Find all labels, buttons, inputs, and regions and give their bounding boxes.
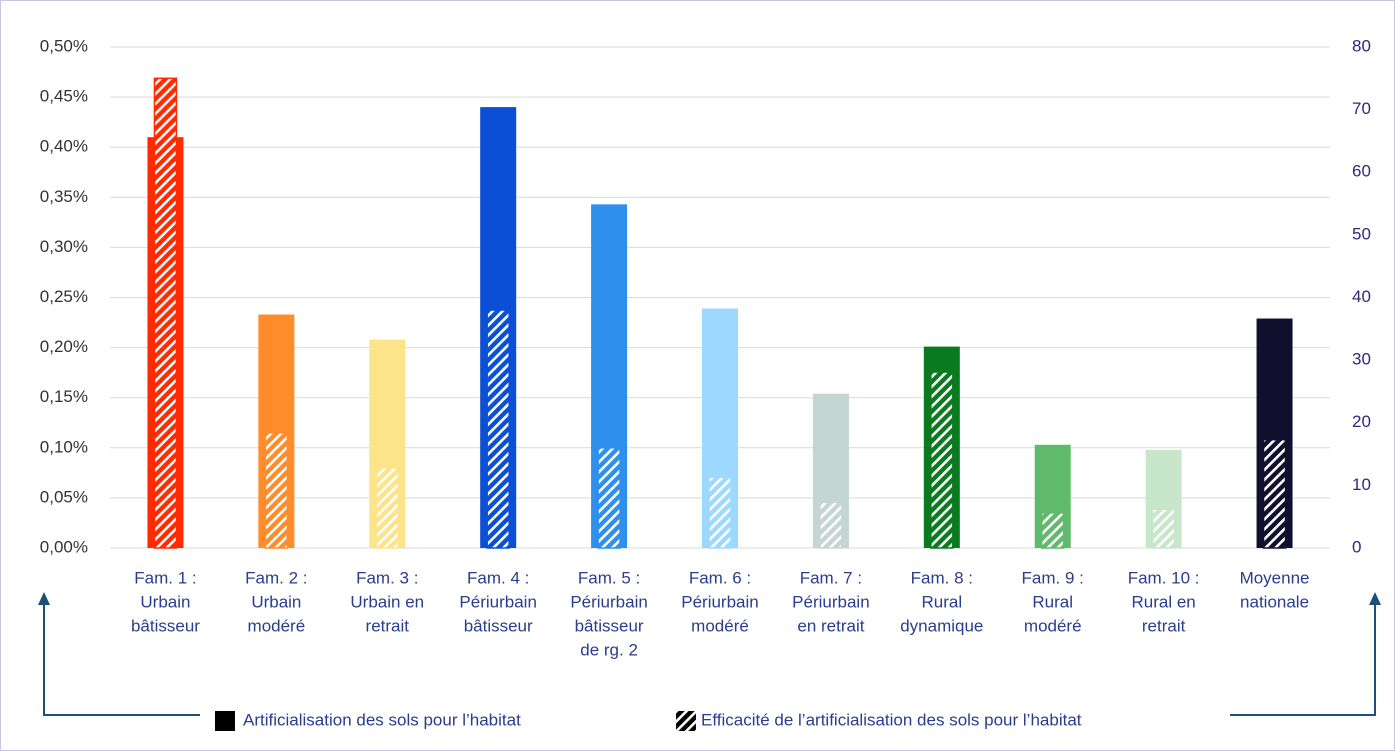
- hatched-bar: [819, 501, 843, 549]
- x-tick-label: Périurbain: [792, 592, 870, 611]
- hatched-bar: [375, 467, 400, 549]
- x-tick-label: Fam. 1 :: [134, 568, 196, 587]
- y2-tick-label: 0: [1352, 537, 1361, 556]
- y-tick-label: 0,05%: [40, 487, 88, 506]
- x-tick-label: Périurbain: [570, 592, 648, 611]
- y2-tick-label: 10: [1352, 475, 1371, 494]
- x-tick-label: Fam. 8 :: [911, 568, 973, 587]
- y-tick-label: 0,25%: [40, 287, 88, 306]
- y2-tick-label: 20: [1352, 412, 1371, 431]
- y-tick-label: 0,35%: [40, 187, 88, 206]
- x-tick-label: Fam. 7 :: [800, 568, 862, 587]
- x-tick-label: Moyenne: [1240, 568, 1310, 587]
- x-tick-label: dynamique: [900, 616, 983, 635]
- y-tick-label: 0,10%: [40, 437, 88, 456]
- x-tick-label: Rural: [1032, 592, 1073, 611]
- hatched-bar: [1151, 508, 1176, 549]
- y-tick-label: 0,45%: [40, 87, 88, 106]
- x-tick-label: Rural en: [1132, 592, 1196, 611]
- hatched-bar: [1040, 512, 1065, 549]
- x-tick-label: Urbain: [251, 592, 301, 611]
- x-tick-label: retrait: [366, 616, 410, 635]
- arrow-head: [1369, 592, 1381, 605]
- legend-arrows: [43, 603, 1376, 716]
- y-tick-label: 0,00%: [40, 537, 88, 556]
- x-tick-label: Fam. 5 :: [578, 568, 640, 587]
- arrow-head: [38, 592, 50, 605]
- x-tick-label: Périurbain: [681, 592, 759, 611]
- y-tick-label: 0,20%: [40, 337, 88, 356]
- x-tick-label: modéré: [248, 616, 306, 635]
- y-tick-label: 0,50%: [40, 36, 88, 55]
- x-tick-label: bâtisseur: [575, 616, 644, 635]
- x-tick-label: bâtisseur: [464, 616, 533, 635]
- hatched-bar: [153, 77, 178, 549]
- x-tick-label: Fam. 10 :: [1128, 568, 1200, 587]
- x-tick-label: en retrait: [797, 616, 864, 635]
- y-tick-label: 0,30%: [40, 237, 88, 256]
- x-tick-label: Urbain en: [350, 592, 424, 611]
- x-tick-label: Urbain: [140, 592, 190, 611]
- hatched-bar: [264, 432, 289, 549]
- y2-tick-label: 60: [1352, 162, 1371, 181]
- x-tick-label: Périurbain: [459, 592, 537, 611]
- hatched-bar: [597, 447, 621, 549]
- x-tick-label: modéré: [1024, 616, 1082, 635]
- x-tick-label: Fam. 6 :: [689, 568, 751, 587]
- hatched-bar: [930, 371, 954, 549]
- legend-label: Artificialisation des sols pour l’habita…: [243, 710, 521, 729]
- x-tick-label: modéré: [691, 616, 749, 635]
- y2-tick-label: 40: [1352, 287, 1371, 306]
- legend-swatch: [676, 711, 696, 731]
- y-tick-label: 0,15%: [40, 387, 88, 406]
- x-tick-label: bâtisseur: [131, 616, 200, 635]
- x-tick-label: retrait: [1142, 616, 1186, 635]
- hatched-bar: [708, 476, 732, 549]
- y-tick-label: 0,40%: [40, 137, 88, 156]
- hatched-bar: [1262, 438, 1287, 549]
- y2-tick-label: 50: [1352, 224, 1371, 243]
- y2-tick-label: 30: [1352, 350, 1371, 369]
- legend-swatch: [215, 711, 235, 731]
- x-tick-label: Fam. 9 :: [1022, 568, 1084, 587]
- x-tick-label: Fam. 4 :: [467, 568, 529, 587]
- legend-label: Efficacité de l’artificialisation des so…: [701, 710, 1082, 729]
- x-tick-label: de rg. 2: [580, 640, 638, 659]
- y2-tick-label: 80: [1352, 36, 1371, 55]
- hatched-bar: [486, 309, 510, 549]
- x-tick-label: Fam. 2 :: [245, 568, 307, 587]
- x-tick-label: Fam. 3 :: [356, 568, 418, 587]
- y2-tick-label: 70: [1352, 99, 1371, 118]
- x-tick-label: Rural: [922, 592, 963, 611]
- x-tick-label: nationale: [1240, 592, 1309, 611]
